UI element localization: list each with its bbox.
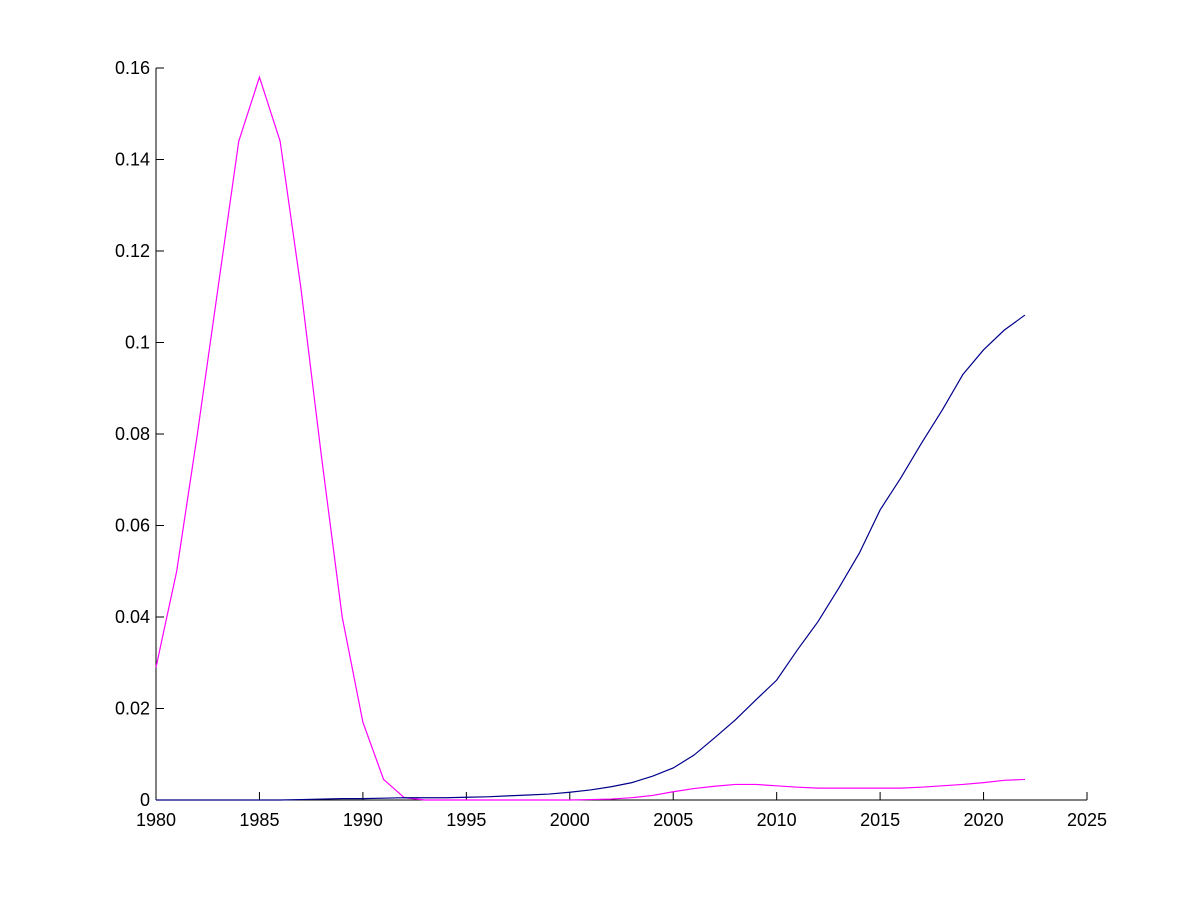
x-tick-label: 2005	[653, 810, 693, 830]
y-tick-label: 0.14	[115, 150, 150, 170]
y-tick-label: 0.02	[115, 699, 150, 719]
y-tick-label: 0.12	[115, 241, 150, 261]
line-series	[156, 314, 1026, 801]
y-tick-label: 0.1	[125, 333, 150, 353]
x-tick-label: 2000	[550, 810, 590, 830]
line-series	[155, 75, 1025, 801]
x-tick-label: 1980	[136, 810, 176, 830]
x-tick-label: 2020	[964, 810, 1004, 830]
y-tick-label: 0.06	[115, 516, 150, 536]
x-tick-label: 1985	[239, 810, 279, 830]
x-tick-label: 2025	[1067, 810, 1107, 830]
x-tick-label: 2010	[757, 810, 797, 830]
y-tick-label: 0.16	[115, 58, 150, 78]
x-tick-label: 1995	[446, 810, 486, 830]
y-tick-label: 0	[140, 790, 150, 810]
x-tick-label: 1990	[343, 810, 383, 830]
y-tick-label: 0.04	[115, 607, 150, 627]
y-tick-label: 0.08	[115, 424, 150, 444]
x-tick-label: 2015	[860, 810, 900, 830]
